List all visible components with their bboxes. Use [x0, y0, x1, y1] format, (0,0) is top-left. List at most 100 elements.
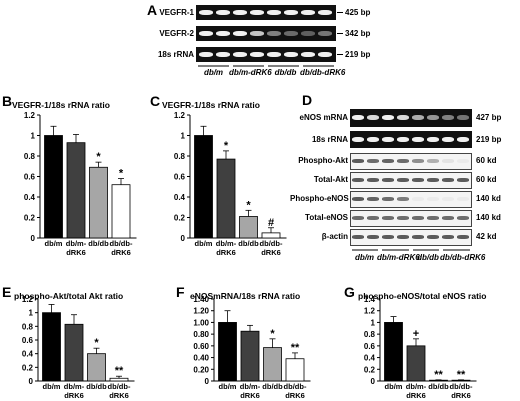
category-label: db/db: [262, 382, 283, 391]
blot-band: [457, 178, 469, 182]
y-tick-label: 0.4: [174, 193, 186, 202]
gel-band: [284, 31, 298, 36]
y-tick-label: 0: [29, 377, 34, 386]
significance-marker: *: [246, 199, 251, 211]
y-tick-label: 0: [181, 234, 186, 243]
category-label-line: dRK6: [216, 248, 236, 257]
blot-band: [442, 159, 454, 163]
gel-band: [442, 115, 454, 120]
blot-phospho-enos: [350, 191, 472, 208]
y-tick-label: 0.80: [193, 330, 209, 339]
category-label-line: dRK6: [64, 391, 84, 400]
y-tick-label: 0.4: [24, 193, 36, 202]
band-size-label: 140 kd: [476, 194, 501, 203]
panel-letter-a: A: [147, 2, 158, 18]
blot-band: [397, 197, 409, 201]
gel-band: [216, 52, 230, 57]
y-tick-label: 0.8: [364, 330, 376, 339]
blot-band: [427, 216, 439, 220]
blot-row-label: Phospho-Akt: [298, 156, 348, 165]
gel-band: [457, 137, 469, 142]
significance-marker: **: [434, 369, 443, 381]
blot-band: [427, 197, 439, 201]
blot-band: [397, 159, 409, 163]
gel-band: [199, 31, 213, 36]
category-label: db/m-dRK6: [64, 382, 85, 400]
category-label: db/m: [45, 239, 63, 248]
blot-row-label: β-actin: [321, 232, 348, 241]
group-label: db/m-dRK6: [229, 68, 272, 77]
bar: [239, 216, 258, 239]
blot-band: [382, 235, 394, 239]
blot-band: [352, 235, 364, 239]
band-size-label: 60 kd: [476, 156, 497, 165]
chart-title: phospho-Akt/total Akt ratio: [14, 291, 123, 301]
y-tick-label: 1: [371, 318, 376, 327]
y-tick-label: 0.2: [22, 363, 34, 372]
y-tick-label: 0.20: [193, 365, 209, 374]
blot-phospho-akt: [350, 153, 472, 170]
panel-letter: G: [344, 284, 355, 300]
category-label: db/db-dRK6: [284, 382, 307, 400]
y-tick-label: 1: [31, 132, 36, 141]
bar: [109, 377, 129, 382]
blot-band: [442, 216, 454, 220]
category-label: db/db-dRK6: [450, 382, 473, 400]
significance-marker: *: [224, 140, 229, 152]
blot-band: [442, 197, 454, 201]
blot-band: [412, 235, 424, 239]
significance-marker: *: [96, 151, 101, 163]
gel-band: [301, 31, 315, 36]
category-label-line: db/m: [43, 382, 61, 391]
bar: [89, 166, 108, 239]
blot-band: [457, 159, 469, 163]
blot-band: [382, 216, 394, 220]
band-size-label: 427 bp: [476, 113, 502, 122]
band-size-label: 342 bp: [345, 29, 371, 38]
y-tick-label: 0.8: [22, 322, 34, 331]
blot-band: [442, 178, 454, 182]
gel-band: [367, 137, 379, 142]
bar: [261, 232, 281, 239]
group-label: db/m: [203, 68, 224, 77]
gel-band: [427, 115, 439, 120]
category-label: db/db: [238, 239, 259, 248]
blot-band: [427, 178, 439, 182]
group-label: db/m-dRK6: [377, 253, 420, 262]
blot-band: [442, 235, 454, 239]
y-tick-label: 0.60: [193, 342, 209, 351]
blot-band: [352, 216, 364, 220]
category-label-line: dRK6: [66, 248, 86, 257]
category-label-line: db/m: [45, 239, 63, 248]
category-label-line: db/db-: [110, 239, 133, 248]
gel-row-label: VEGFR-2: [159, 29, 194, 38]
y-tick-label: 0.2: [174, 214, 186, 223]
category-label: db/db: [86, 382, 107, 391]
bar: [66, 142, 86, 239]
gel-18s-d: [350, 131, 472, 148]
y-tick-label: 1.2: [22, 295, 34, 304]
chart-title: VEGFR-1/18s rRNA ratio: [162, 100, 260, 110]
blot-band: [382, 197, 394, 201]
gel-vegfr1: [196, 5, 336, 20]
y-tick-label: 0.6: [174, 173, 186, 182]
gel-band: [250, 10, 264, 15]
gel-band: [318, 31, 332, 36]
blot-row-label: eNOS mRNA: [299, 113, 348, 122]
blot-total-enos: [350, 210, 472, 227]
y-tick-label: 0.4: [22, 350, 34, 359]
blot-band: [382, 159, 394, 163]
blot-row-label: 18s rRNA: [311, 135, 348, 144]
y-tick-label: 0.6: [24, 173, 36, 182]
gel-row-label: 18s rRNA: [157, 50, 194, 59]
blot-band: [457, 235, 469, 239]
bar: [406, 345, 426, 382]
panel-letter: E: [2, 284, 11, 300]
blot-band: [397, 178, 409, 182]
gel-band: [233, 31, 247, 36]
category-label: db/m: [219, 382, 237, 391]
significance-marker: *: [94, 337, 99, 349]
category-label: db/db: [88, 239, 109, 248]
significance-marker: *: [270, 328, 275, 340]
gel-band: [301, 10, 315, 15]
